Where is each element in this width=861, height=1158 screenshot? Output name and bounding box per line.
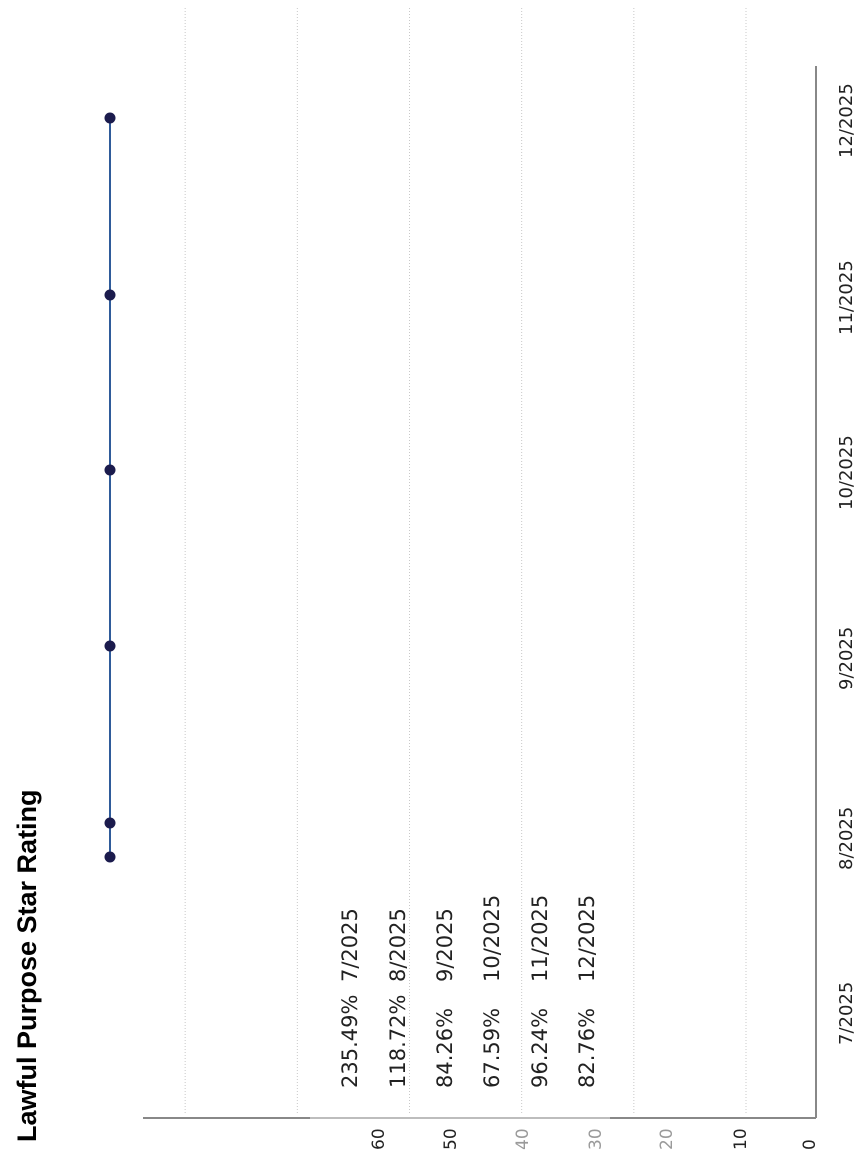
data-point — [104, 464, 116, 476]
y-tick-label: 30 — [586, 1128, 606, 1150]
x-tick-label: 9/2025 — [836, 627, 857, 690]
legend-date: 7/2025 — [338, 908, 362, 982]
y-tick-label: 20 — [657, 1128, 677, 1150]
legend-entry: 118.72% 8/2025 — [386, 908, 410, 1088]
data-point — [104, 289, 116, 301]
y-tick-label: 50 — [441, 1128, 461, 1150]
chart-title: Lawful Purpose Star Rating — [12, 789, 42, 1142]
gridlines — [184, 8, 747, 1115]
legend-date: 12/2025 — [575, 895, 599, 982]
x-tick-label: 10/2025 — [836, 435, 857, 510]
legend-percent: 96.24% — [528, 1008, 552, 1088]
legend-percent: 118.72% — [386, 995, 410, 1088]
legend-percent: 84.26% — [433, 1008, 457, 1088]
legend-entry: 84.26% 9/2025 — [433, 908, 457, 1088]
legend-entry: 96.24% 11/2025 — [528, 895, 552, 1088]
value-legend: 235.49% 7/2025 118.72% 8/2025 84.26% 9/2025 67… — [338, 895, 599, 1088]
y-tick-label: 60 — [369, 1128, 389, 1150]
legend-entry: 67.59% 10/2025 — [480, 895, 504, 1088]
axes — [143, 66, 817, 1119]
legend-date: 10/2025 — [480, 895, 504, 982]
legend-date: 9/2025 — [433, 908, 457, 982]
legend-percent: 67.59% — [480, 1008, 504, 1088]
legend-percent: 82.76% — [575, 1008, 599, 1088]
data-point — [104, 640, 116, 652]
y-tick-label: 40 — [513, 1128, 533, 1150]
x-tick-label: 12/2025 — [836, 83, 857, 158]
series — [104, 112, 116, 863]
x-tick-label: 7/2025 — [836, 982, 857, 1045]
legend-entry: 235.49% 7/2025 — [338, 908, 362, 1088]
data-point — [104, 112, 116, 124]
legend-date: 11/2025 — [528, 895, 552, 982]
data-point — [104, 851, 116, 863]
y-tick-label: 0 — [800, 1139, 820, 1150]
x-tick-label: 8/2025 — [836, 807, 857, 870]
legend-percent: 235.49% — [338, 995, 362, 1088]
legend-date: 8/2025 — [386, 908, 410, 982]
y-tick-labels: 0 10 20 30 40 50 60 — [369, 1128, 820, 1150]
x-tick-label: 11/2025 — [836, 260, 857, 335]
data-point — [104, 817, 116, 829]
legend-entry: 82.76% 12/2025 — [575, 895, 599, 1088]
y-tick-label: 10 — [731, 1128, 751, 1150]
x-tick-labels: 7/2025 8/2025 9/2025 10/2025 11/2025 12/2025 — [836, 83, 857, 1045]
